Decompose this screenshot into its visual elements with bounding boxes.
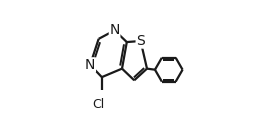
Text: N: N <box>109 23 120 37</box>
Text: S: S <box>136 34 145 48</box>
Text: N: N <box>85 58 95 72</box>
Text: Cl: Cl <box>92 98 104 111</box>
